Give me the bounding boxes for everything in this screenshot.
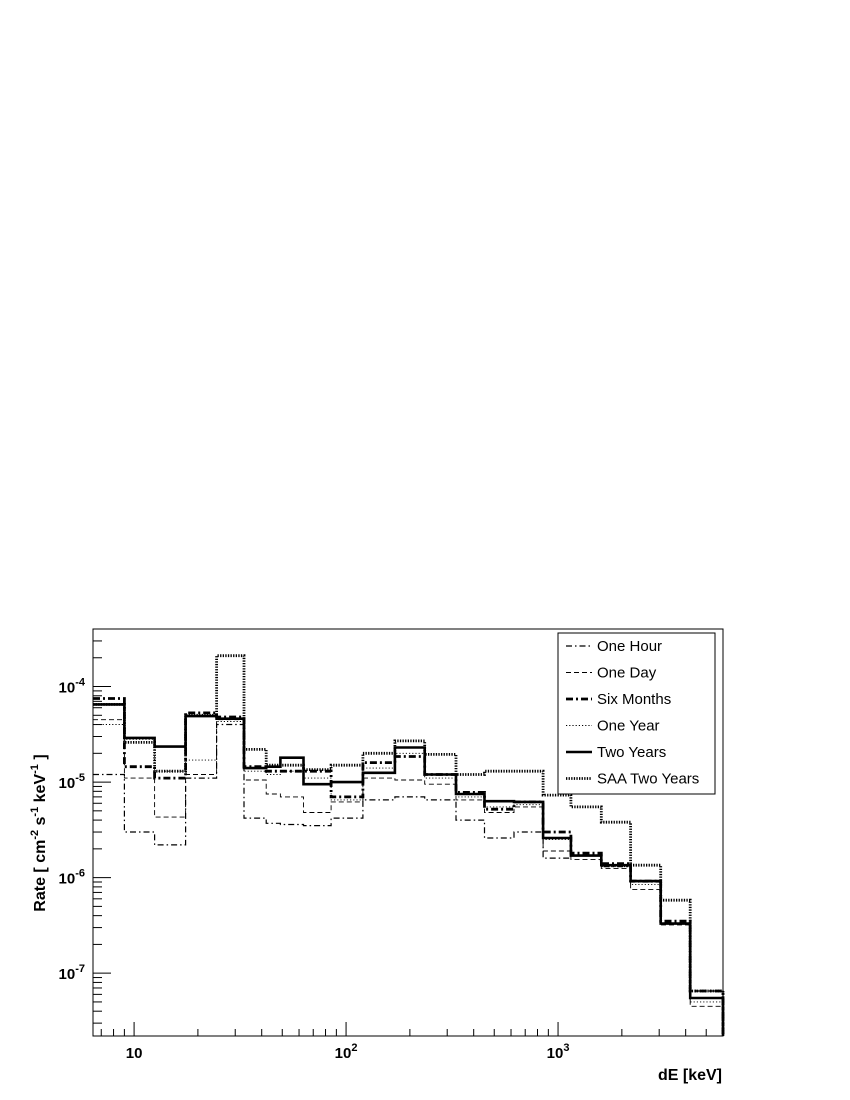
series-line-4 [93,703,725,1036]
x-tick-label: 102 [335,1042,358,1062]
y-axis-title: Rate [ cm-2 s-1 keV-1 ] [29,754,49,911]
series-line-3 [93,721,724,1035]
x-axis-tick-labels: 10 102 103 [126,1042,570,1062]
legend-box [557,632,716,795]
x-tick-label: 10 [126,1045,143,1062]
legend-label-4: Two Years [597,744,666,761]
y-tick-label: 10-5 [59,772,85,792]
legend-label-0: One Hour [597,638,662,655]
legend: One Hour One Day Six Months One Year Two Yea… [557,632,716,795]
y-tick-label: 10-6 [59,868,85,888]
series-line-5 [93,654,725,1035]
legend-label-5: SAA Two Years [597,771,699,788]
legend-label-2: Six Months [597,691,671,708]
legend-label-1: One Day [597,665,657,682]
series-line-1 [93,719,724,1036]
x-axis-ticks [100,1022,724,1036]
y-tick-label: 10-7 [59,963,85,983]
y-axis-ticks [93,628,111,1024]
y-axis-tick-labels: 10-7 10-6 10-5 10-4 [59,677,86,984]
x-tick-label: 103 [547,1042,570,1062]
x-axis-title: dE [keV] [658,1067,722,1084]
series-layer [93,654,725,1036]
legend-label-3: One Year [597,718,660,735]
y-tick-label: 10-4 [59,677,86,697]
